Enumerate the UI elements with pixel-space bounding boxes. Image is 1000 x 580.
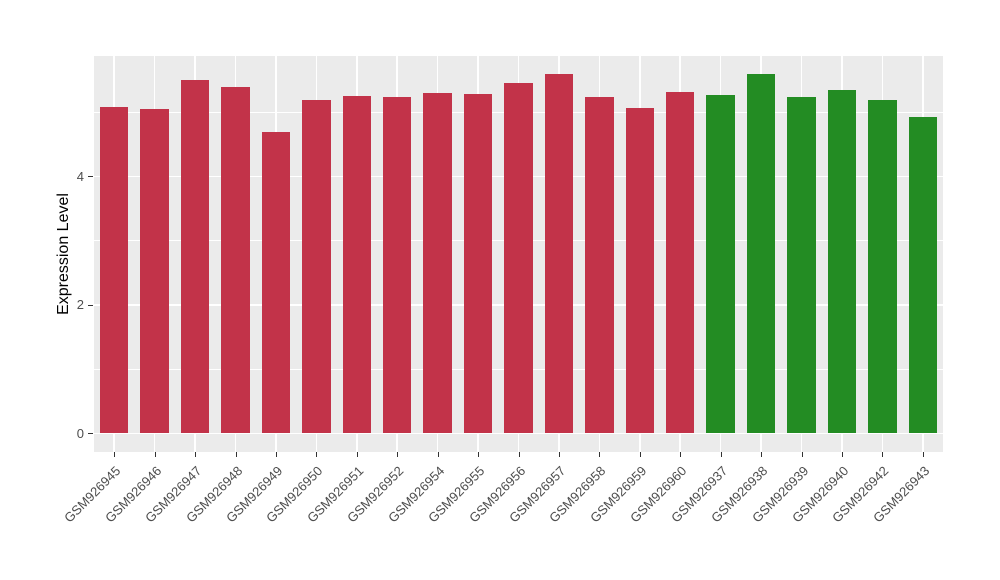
bar-GSM926942 bbox=[868, 100, 897, 433]
x-axis-tick bbox=[397, 452, 399, 457]
y-axis-tick-label: 0 bbox=[76, 425, 84, 441]
x-axis-tick bbox=[518, 452, 520, 457]
bar-GSM926938 bbox=[746, 74, 776, 433]
bar-GSM926949 bbox=[261, 132, 291, 433]
bar-GSM926952 bbox=[382, 96, 412, 433]
bar-GSM926947 bbox=[180, 79, 210, 433]
x-axis-tick bbox=[437, 452, 439, 457]
bar-GSM926943 bbox=[908, 116, 938, 433]
x-axis-tick bbox=[639, 452, 641, 457]
x-axis-tick bbox=[720, 452, 722, 457]
bar-GSM926954 bbox=[423, 93, 452, 433]
y-axis-title: Expression Level bbox=[55, 193, 72, 315]
x-axis-tick bbox=[801, 452, 803, 457]
bar-GSM926940 bbox=[827, 89, 857, 433]
x-axis-tick bbox=[558, 452, 560, 457]
x-axis-tick bbox=[154, 452, 156, 457]
bar-GSM926951 bbox=[342, 96, 372, 433]
x-axis-tick bbox=[478, 452, 480, 457]
x-axis-tick bbox=[599, 452, 601, 457]
bar-GSM926956 bbox=[504, 82, 533, 433]
plot-panel bbox=[94, 56, 943, 452]
bar-GSM926948 bbox=[221, 86, 250, 433]
x-axis-tick bbox=[922, 452, 924, 457]
bar-GSM926937 bbox=[706, 95, 735, 433]
bar-GSM926955 bbox=[463, 93, 493, 433]
x-axis-tick bbox=[680, 452, 682, 457]
x-axis-tick bbox=[316, 452, 318, 457]
y-axis-tick bbox=[88, 176, 93, 177]
bar-GSM926939 bbox=[787, 96, 816, 433]
y-axis-tick bbox=[88, 433, 93, 434]
bar-GSM926946 bbox=[140, 109, 169, 433]
y-axis-tick-label: 4 bbox=[76, 168, 84, 184]
bar-GSM926958 bbox=[585, 96, 614, 433]
x-axis-tick bbox=[761, 452, 763, 457]
bar-GSM926959 bbox=[625, 107, 655, 433]
x-axis-tick bbox=[841, 452, 843, 457]
bar-GSM926957 bbox=[544, 74, 574, 433]
bar-GSM926945 bbox=[99, 106, 129, 433]
bar-GSM926960 bbox=[665, 91, 695, 433]
x-axis-tick bbox=[114, 452, 116, 457]
y-axis-tick bbox=[88, 304, 93, 306]
x-axis-tick bbox=[275, 452, 277, 457]
y-axis-tick-label: 2 bbox=[76, 297, 84, 312]
x-axis-tick bbox=[235, 452, 237, 457]
x-axis-tick bbox=[195, 452, 197, 457]
x-axis-tick bbox=[356, 452, 358, 457]
bar-GSM926950 bbox=[302, 100, 331, 433]
x-axis-tick bbox=[882, 452, 884, 457]
